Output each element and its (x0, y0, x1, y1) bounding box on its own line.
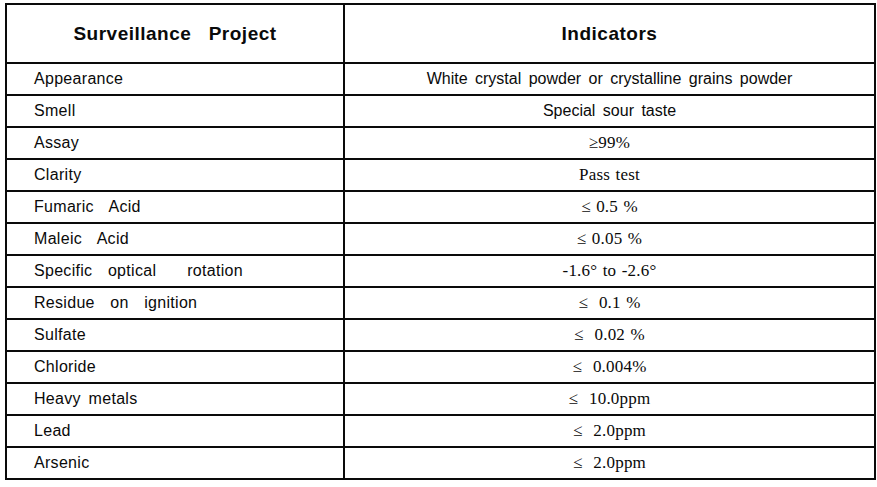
table-row: Lead≤ 2.0ppm (6, 415, 875, 447)
indicator-cell: ≤ 0.1 % (344, 287, 875, 319)
table-row: Fumaric Acid≤ 0.5 % (6, 191, 875, 223)
indicator-cell: -1.6° to -2.6° (344, 255, 875, 287)
project-cell: Fumaric Acid (6, 191, 344, 223)
indicator-cell: ≤ 0.5 % (344, 191, 875, 223)
indicator-cell: White crystal powder or crystalline grai… (344, 63, 875, 95)
indicator-cell: ≤ 10.0ppm (344, 383, 875, 415)
table-row: SmellSpecial sour taste (6, 95, 875, 127)
column-header-surveillance-project: Surveillance Project (6, 4, 344, 63)
project-cell: Specific optical rotation (6, 255, 344, 287)
table-row: Sulfate≤ 0.02 % (6, 319, 875, 351)
table-row: Maleic Acid≤ 0.05 % (6, 223, 875, 255)
column-header-indicators: Indicators (344, 4, 875, 63)
indicator-cell: ≤ 0.02 % (344, 319, 875, 351)
project-cell: Chloride (6, 351, 344, 383)
indicator-cell: ≤ 2.0ppm (344, 415, 875, 447)
project-cell: Clarity (6, 159, 344, 191)
table-body: AppearanceWhite crystal powder or crysta… (6, 63, 875, 479)
indicator-cell: ≥99% (344, 127, 875, 159)
project-cell: Sulfate (6, 319, 344, 351)
project-cell: Appearance (6, 63, 344, 95)
project-cell: Lead (6, 415, 344, 447)
indicator-cell: ≤ 0.05 % (344, 223, 875, 255)
indicator-cell: Pass test (344, 159, 875, 191)
table-row: Assay≥99% (6, 127, 875, 159)
project-cell: Arsenic (6, 447, 344, 479)
spec-sheet-page: Surveillance Project Indicators Appearan… (0, 0, 877, 487)
indicator-cell: Special sour taste (344, 95, 875, 127)
table-row: ClarityPass test (6, 159, 875, 191)
table-row: Arsenic≤ 2.0ppm (6, 447, 875, 479)
table-row: Chloride≤ 0.004% (6, 351, 875, 383)
spec-table: Surveillance Project Indicators Appearan… (5, 3, 876, 480)
indicator-cell: ≤ 2.0ppm (344, 447, 875, 479)
indicator-cell: ≤ 0.004% (344, 351, 875, 383)
project-cell: Residue on ignition (6, 287, 344, 319)
table-header-row: Surveillance Project Indicators (6, 4, 875, 63)
project-cell: Heavy metals (6, 383, 344, 415)
project-cell: Assay (6, 127, 344, 159)
table-row: Residue on ignition≤ 0.1 % (6, 287, 875, 319)
table-row: AppearanceWhite crystal powder or crysta… (6, 63, 875, 95)
project-cell: Maleic Acid (6, 223, 344, 255)
table-row: Specific optical rotation-1.6° to -2.6° (6, 255, 875, 287)
project-cell: Smell (6, 95, 344, 127)
table-row: Heavy metals≤ 10.0ppm (6, 383, 875, 415)
